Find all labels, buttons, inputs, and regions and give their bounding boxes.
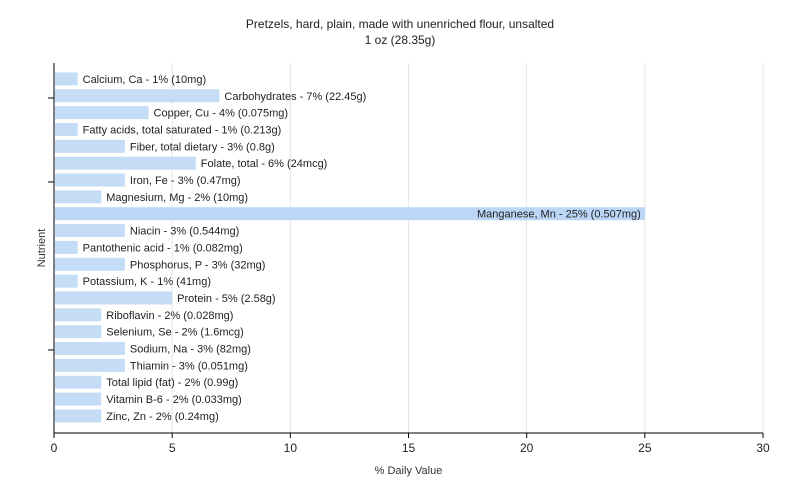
data-label: Pantothenic acid - 1% (0.082mg) [83,242,243,254]
x-tick-label: 25 [638,441,652,455]
data-label: Potassium, K - 1% (41mg) [83,276,211,288]
chart-subtitle: 1 oz (28.35g) [364,33,436,47]
data-label: Copper, Cu - 4% (0.075mg) [154,108,289,120]
bar [55,72,78,86]
bar [55,392,102,406]
data-label: Selenium, Se - 2% (1.6mcg) [106,327,244,339]
bar [55,173,125,187]
bar [55,207,645,221]
x-tick-label: 30 [756,441,770,455]
bar [55,224,125,238]
bar [55,139,125,153]
x-tick-label: 20 [520,441,534,455]
data-label: Zinc, Zn - 2% (0.24mg) [106,411,218,423]
bar [55,190,102,204]
data-label: Vitamin B-6 - 2% (0.033mg) [106,394,242,406]
x-tick-label: 5 [169,441,176,455]
data-label: Sodium, Na - 3% (82mg) [130,344,251,356]
data-label: Phosphorus, P - 3% (32mg) [130,259,266,271]
bar [55,375,102,389]
x-tick-label: 15 [402,441,416,455]
data-label: Protein - 5% (2.58g) [177,293,275,305]
bar [55,291,173,305]
data-label: Calcium, Ca - 1% (10mg) [83,74,206,86]
chart-title: Pretzels, hard, plain, made with unenric… [245,17,555,31]
bar [55,240,78,254]
data-label: Folate, total - 6% (24mcg) [201,158,328,170]
data-label: Fiber, total dietary - 3% (0.8g) [130,141,275,153]
bar [55,274,78,288]
bar [55,106,149,120]
data-label: Niacin - 3% (0.544mg) [130,226,239,238]
bar [55,325,102,339]
bar [55,342,125,356]
bar [55,409,102,423]
bar [55,156,196,170]
bar [55,89,220,103]
y-axis-title: Nutrient [36,228,48,268]
x-tick-label: 10 [284,441,298,455]
data-label: Carbohydrates - 7% (22.45g) [224,91,366,103]
data-label: Riboflavin - 2% (0.028mg) [106,310,233,322]
data-label: Fatty acids, total saturated - 1% (0.213… [83,124,282,136]
x-tick-label: 0 [51,441,58,455]
data-label: Thiamin - 3% (0.051mg) [130,360,248,372]
bar [55,257,125,271]
data-label: Iron, Fe - 3% (0.47mg) [130,175,241,187]
x-axis-title: % Daily Value [374,465,443,477]
data-label: Manganese, Mn - 25% (0.507mg) [477,209,641,221]
bar [55,122,78,136]
bar [55,308,102,322]
data-label: Magnesium, Mg - 2% (10mg) [106,192,248,204]
bar [55,358,125,372]
data-label: Total lipid (fat) - 2% (0.99g) [106,377,238,389]
